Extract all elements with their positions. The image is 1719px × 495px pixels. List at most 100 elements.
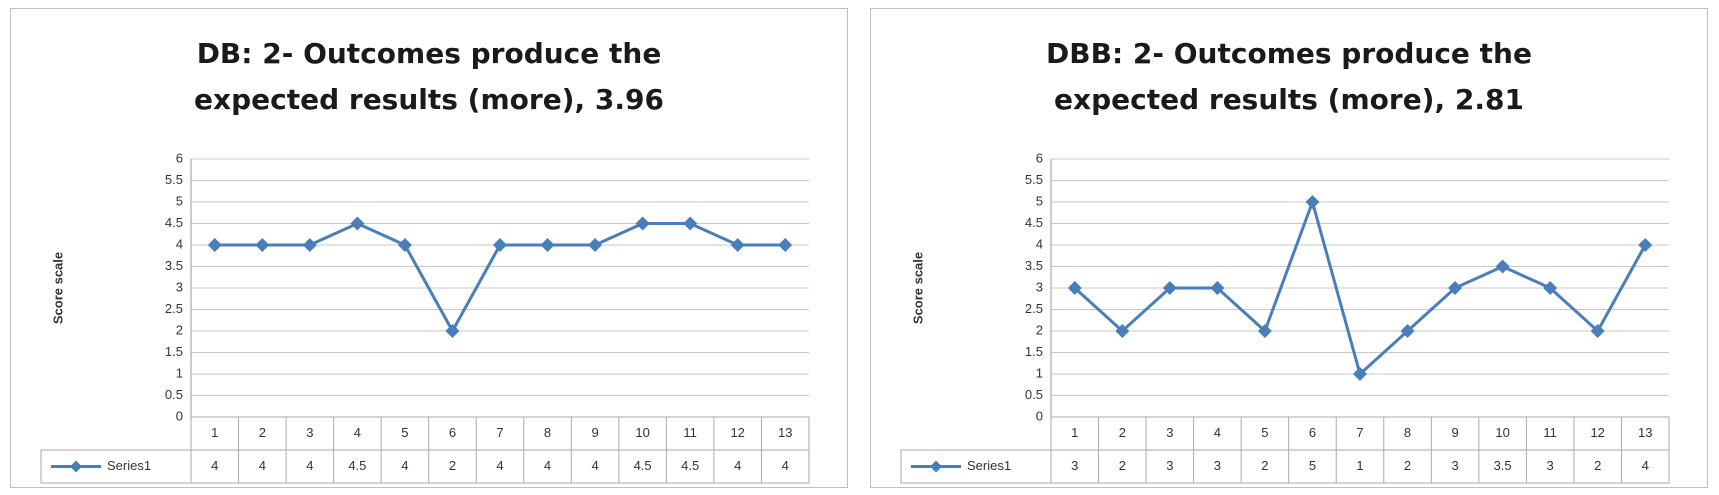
data-table-value: 2 xyxy=(449,458,456,473)
data-table-value: 4.5 xyxy=(681,458,699,473)
y-tick-label: 0 xyxy=(1036,408,1043,423)
x-tick-label: 8 xyxy=(544,425,551,440)
legend-marker xyxy=(930,460,942,473)
data-table-value: 4 xyxy=(306,458,313,473)
legend-marker xyxy=(70,460,82,473)
data-table-value: 4 xyxy=(734,458,741,473)
x-tick-label: 11 xyxy=(1543,425,1557,440)
data-table-value: 3 xyxy=(1214,458,1221,473)
data-table-value: 4 xyxy=(259,458,266,473)
legend-label: Series1 xyxy=(107,458,151,473)
data-point xyxy=(1448,281,1463,295)
data-point xyxy=(1638,238,1653,252)
chart-title: DBB: 2- Outcomes produce the expected re… xyxy=(1046,37,1532,116)
y-tick-label: 6 xyxy=(1036,150,1043,165)
x-tick-label: 7 xyxy=(1356,425,1363,440)
legend-label: Series1 xyxy=(967,458,1011,473)
x-tick-label: 5 xyxy=(1261,425,1268,440)
y-tick-label: 5 xyxy=(1036,193,1043,208)
data-point xyxy=(493,238,507,252)
data-table-legend-cell xyxy=(40,449,192,484)
data-table-value: 4 xyxy=(782,458,789,473)
data-table-value: 4 xyxy=(496,458,503,473)
x-tick-label: 7 xyxy=(496,425,503,440)
y-tick-label: 0.5 xyxy=(1025,387,1043,402)
y-tick-label: 5.5 xyxy=(1025,172,1043,187)
y-tick-label: 2.5 xyxy=(1025,301,1043,316)
y-tick-label: 2.5 xyxy=(165,301,183,316)
x-tick-label: 3 xyxy=(306,425,313,440)
y-tick-label: 0.5 xyxy=(165,387,183,402)
data-table-value: 3 xyxy=(1547,458,1554,473)
y-tick-label: 0 xyxy=(176,408,183,423)
data-point xyxy=(1210,281,1225,295)
data-table-value: 2 xyxy=(1594,458,1601,473)
x-tick-label: 10 xyxy=(1495,425,1509,440)
y-tick-label: 2 xyxy=(176,322,183,337)
data-point xyxy=(778,238,793,252)
data-point xyxy=(1067,281,1082,295)
data-point xyxy=(635,216,650,231)
y-tick-label: 3 xyxy=(1036,279,1043,294)
data-table-value: 3.5 xyxy=(1494,458,1512,473)
y-tick-label: 3.5 xyxy=(165,258,183,273)
data-point xyxy=(207,238,222,252)
data-point xyxy=(1590,324,1605,338)
data-point xyxy=(588,238,603,252)
x-tick-label: 3 xyxy=(1166,425,1173,440)
data-table-value: 4 xyxy=(591,458,598,473)
x-tick-label: 4 xyxy=(354,425,361,440)
x-tick-label: 4 xyxy=(1214,425,1221,440)
y-tick-label: 4 xyxy=(176,236,183,251)
data-point xyxy=(1495,259,1510,274)
chart-panel: 0 0.5 1 1.5 2 2.5 3 3.5 4 4.5 5 5.5 6 Score scale 1 2 3 4… xyxy=(10,8,848,488)
data-table-value: 4 xyxy=(544,458,551,473)
data-table-legend-cell xyxy=(900,449,1052,484)
y-tick-label: 4.5 xyxy=(165,215,183,230)
y-tick-label: 4 xyxy=(1036,236,1043,251)
x-tick-label: 1 xyxy=(1071,425,1078,440)
data-table-value: 3 xyxy=(1071,458,1078,473)
y-tick-label: 4.5 xyxy=(1025,215,1043,230)
data-table-value: 4.5 xyxy=(348,458,366,473)
x-tick-label: 9 xyxy=(1451,425,1458,440)
data-point xyxy=(350,216,365,231)
x-tick-label: 8 xyxy=(1404,425,1411,440)
x-tick-label: 12 xyxy=(730,425,744,440)
y-tick-label: 1.5 xyxy=(165,344,183,359)
data-point xyxy=(397,238,412,252)
data-point xyxy=(1305,195,1320,209)
data-point xyxy=(1353,367,1367,381)
data-table-value: 3 xyxy=(1166,458,1173,473)
data-point xyxy=(730,238,745,252)
data-table-value: 5 xyxy=(1309,458,1316,473)
data-point xyxy=(1543,281,1558,295)
x-tick-label: 11 xyxy=(683,425,697,440)
y-tick-label: 3.5 xyxy=(1025,258,1043,273)
x-tick-label: 13 xyxy=(778,425,792,440)
chart-title: DB: 2- Outcomes produce the expected res… xyxy=(194,37,664,116)
y-tick-label: 1 xyxy=(1036,365,1043,380)
x-tick-label: 2 xyxy=(1119,425,1126,440)
x-tick-label: 9 xyxy=(591,425,598,440)
x-tick-label: 10 xyxy=(635,425,649,440)
y-tick-label: 2 xyxy=(1036,322,1043,337)
y-tick-label: 6 xyxy=(176,150,183,165)
data-point xyxy=(1115,324,1130,338)
data-point xyxy=(445,324,460,338)
x-tick-label: 13 xyxy=(1638,425,1652,440)
y-tick-label: 5 xyxy=(176,193,183,208)
data-table-value: 3 xyxy=(1451,458,1458,473)
data-table-value: 4 xyxy=(211,458,218,473)
y-tick-label: 3 xyxy=(176,279,183,294)
chart-panel: 0 0.5 1 1.5 2 2.5 3 3.5 4 4.5 5 5.5 6 Score scale 1 2 3 4… xyxy=(870,8,1708,488)
x-tick-label: 2 xyxy=(259,425,266,440)
data-point xyxy=(683,216,698,231)
x-tick-label: 1 xyxy=(211,425,218,440)
y-tick-label: 5.5 xyxy=(165,172,183,187)
data-point xyxy=(255,238,270,252)
y-axis-label: Score scale xyxy=(910,252,925,324)
